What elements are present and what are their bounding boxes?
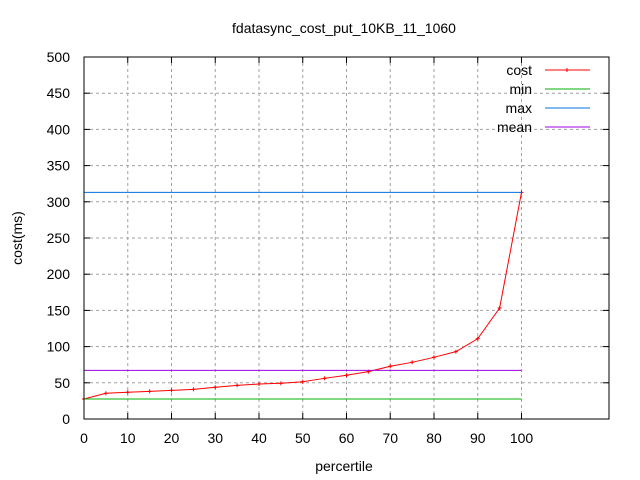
x-tick-label: 60: [339, 430, 355, 446]
series-cost-line: [83, 192, 522, 400]
y-tick-label: 250: [47, 230, 71, 246]
x-tick-label: 100: [510, 430, 534, 446]
x-tick-label: 50: [295, 430, 311, 446]
x-tick-label: 80: [426, 430, 442, 446]
x-tick-label: 20: [164, 430, 180, 446]
legend-label-mean: mean: [497, 119, 532, 135]
grid-lines: [84, 57, 609, 419]
y-tick-label: 100: [47, 339, 71, 355]
y-tick-label: 500: [47, 49, 71, 65]
x-tick-label: 90: [470, 430, 486, 446]
y-tick-label: 300: [47, 194, 71, 210]
y-tick-label: 400: [47, 121, 71, 137]
x-tick-label: 40: [251, 430, 267, 446]
legend-label-cost: cost: [506, 62, 532, 78]
x-tick-label: 30: [207, 430, 223, 446]
y-tick-label: 150: [47, 302, 71, 318]
y-tick-label: 50: [54, 375, 70, 391]
y-tick-label: 200: [47, 266, 71, 282]
legend-label-max: max: [506, 100, 532, 116]
legend: cost min max mean: [497, 62, 590, 135]
y-tick-label: 0: [62, 411, 70, 427]
axis-ticks: 0 50 100 150 200 250 300 350 400 450 500 0 10 20 30 40 5…: [47, 49, 609, 446]
legend-label-min: min: [509, 81, 532, 97]
y-axis-label: cost(ms): [9, 211, 25, 265]
chart-title: fdatasync_cost_put_10KB_11_1060: [232, 20, 456, 36]
x-tick-label: 10: [120, 430, 136, 446]
y-tick-label: 450: [47, 85, 71, 101]
x-axis-label: percertile: [315, 458, 373, 474]
x-tick-label: 0: [80, 430, 88, 446]
x-tick-label: 70: [382, 430, 398, 446]
y-tick-label: 350: [47, 158, 71, 174]
